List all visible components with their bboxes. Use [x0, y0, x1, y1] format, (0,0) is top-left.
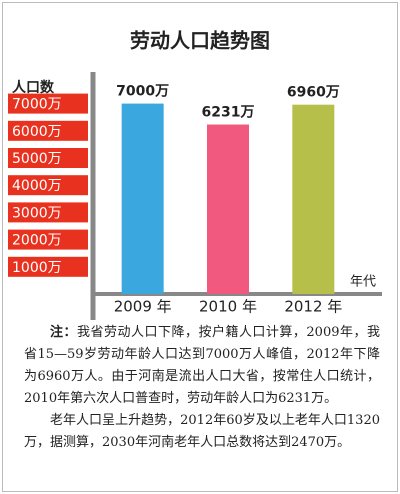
chart-title: 劳动人口趋势图 — [130, 29, 270, 53]
x-tick-label: 2009 年 — [114, 298, 172, 316]
x-tick-label: 2010 年 — [199, 298, 257, 316]
value-label: 7000万 — [116, 84, 169, 100]
chart: 劳动人口趋势图 人口数 年代 1000万 2000万 3000万 4000万 5000万… — [8, 29, 382, 320]
note-paragraph: 老年人口呈上升趋势，2012年60岁及以上老年人口1320万，据测算，2030年… — [24, 413, 380, 450]
note-label: 注： — [50, 325, 77, 340]
value-label: 6231万 — [202, 105, 255, 121]
y-axis-label: 人口数 — [12, 79, 55, 96]
y-tick-box — [8, 202, 88, 223]
y-tick-label: 1000万 — [12, 260, 62, 276]
y-tick-label: 7000万 — [12, 97, 62, 113]
y-tick-box — [8, 229, 88, 250]
x-tick-label: 2012 年 — [284, 298, 342, 316]
bar — [292, 104, 335, 294]
y-tick-box — [8, 93, 88, 114]
y-tick-label: 4000万 — [12, 178, 62, 194]
note: 注：我省劳动人口下降，按户籍人口计算，2009年，我省15—59岁劳动年龄人口达… — [24, 322, 380, 454]
y-tick-box — [8, 256, 88, 277]
value-label: 6960万 — [287, 85, 340, 101]
y-tick-label: 2000万 — [12, 233, 62, 249]
note-paragraph: 注：我省劳动人口下降，按户籍人口计算，2009年，我省15—59岁劳动年龄人口达… — [24, 322, 380, 410]
x-axis-label: 年代 — [350, 275, 376, 290]
y-tick-label: 6000万 — [12, 124, 62, 140]
bar — [207, 124, 249, 294]
bar — [121, 103, 164, 294]
y-tick-box — [8, 148, 88, 168]
note-text: 我省劳动人口下降，按户籍人口计算，2009年，我省15—59岁劳动年龄人口达到7… — [24, 325, 380, 406]
y-tick-box — [8, 175, 88, 196]
y-tick-label: 3000万 — [12, 205, 62, 221]
y-tick-label: 5000万 — [12, 151, 62, 167]
y-tick-box — [8, 120, 88, 141]
